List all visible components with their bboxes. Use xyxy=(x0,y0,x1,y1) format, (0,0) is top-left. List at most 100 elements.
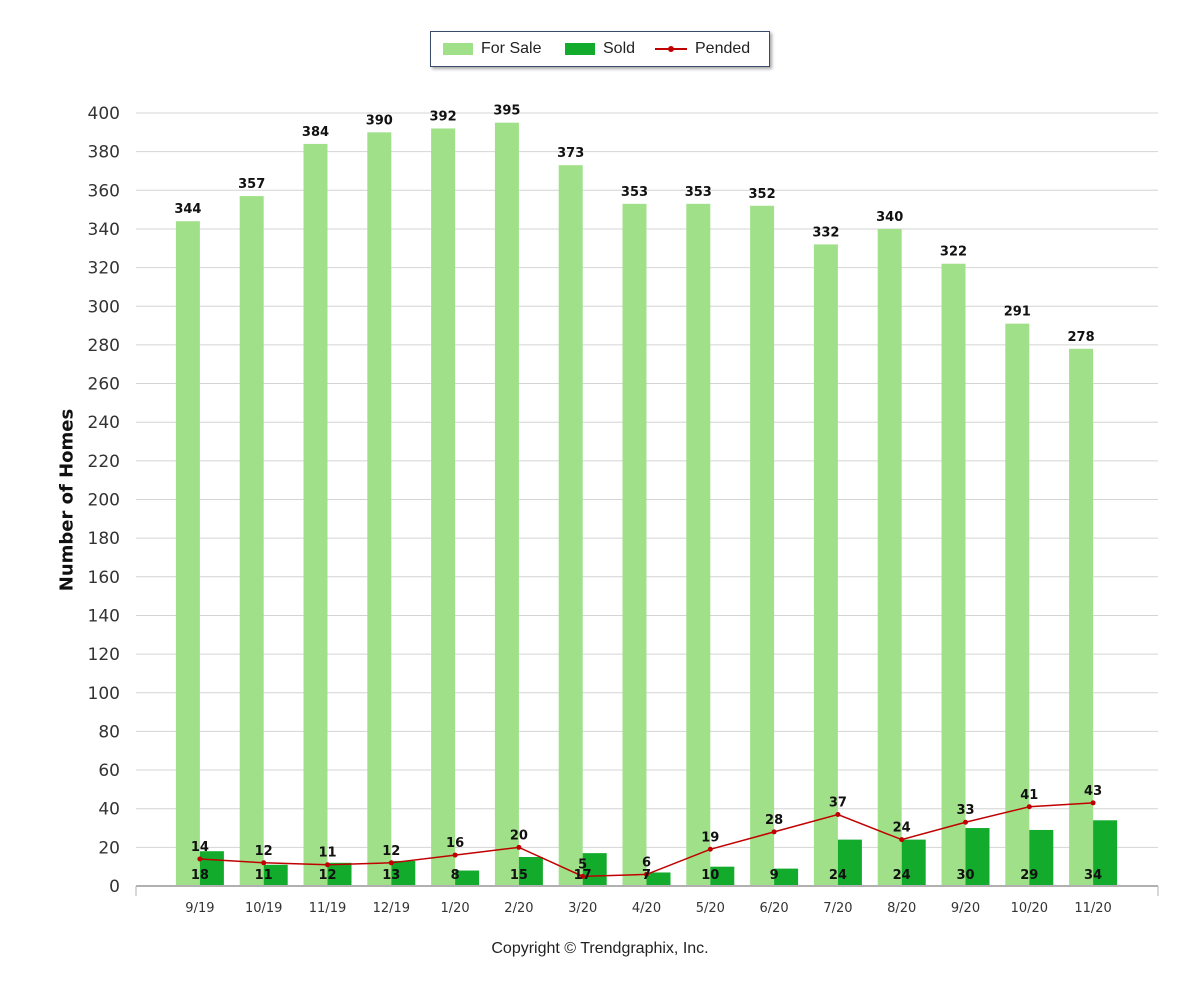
for-sale-bar xyxy=(941,263,966,886)
sold-bar xyxy=(199,851,224,886)
pended-point xyxy=(771,829,777,835)
sold-bar xyxy=(455,870,480,886)
bars-group xyxy=(175,122,1118,887)
x-tick-label: 10/20 xyxy=(1011,901,1048,916)
sold-bar xyxy=(774,868,799,886)
y-tick-label: 240 xyxy=(88,413,120,433)
pended-point xyxy=(707,846,713,852)
sold-bar xyxy=(1029,829,1054,886)
data-label: 353 xyxy=(685,185,712,200)
pended-point xyxy=(899,837,905,843)
sold-bar xyxy=(837,839,862,886)
pended-point xyxy=(325,862,330,868)
legend-label-sold: Sold xyxy=(603,40,636,57)
pended-line-group xyxy=(197,800,1096,879)
y-tick-label: 200 xyxy=(88,491,120,511)
x-axis: 9/19 10/19 11/19 12/19 1/20 2/20 3/20 4/20 5/20 6… xyxy=(135,885,1159,916)
data-label: 18 xyxy=(191,868,209,883)
legend-label-pended: Pended xyxy=(695,40,751,57)
y-tick-label: 20 xyxy=(98,838,120,858)
x-tick-label: 10/19 xyxy=(245,901,282,916)
pended-point xyxy=(261,860,267,866)
data-label: 17 xyxy=(574,868,592,883)
y-tick-label: 300 xyxy=(88,297,120,317)
legend-item-pended[interactable]: Pended xyxy=(655,32,750,66)
pended-point xyxy=(580,873,586,879)
data-label: 30 xyxy=(956,868,974,883)
data-label: 34 xyxy=(1084,868,1102,883)
x-tick-label: 2/20 xyxy=(504,901,533,916)
data-label: 10 xyxy=(701,868,719,883)
sold-bar xyxy=(965,828,990,886)
data-label: 353 xyxy=(621,185,648,200)
for-sale-bar xyxy=(750,205,775,886)
sold-swatch xyxy=(565,43,595,55)
for-sale-bar xyxy=(686,203,711,886)
legend-item-for-sale[interactable]: For Sale xyxy=(443,32,541,66)
x-tick-label: 1/20 xyxy=(440,901,469,916)
data-label: 13 xyxy=(382,868,400,883)
gridlines xyxy=(136,112,1158,848)
sold-bar xyxy=(263,864,288,886)
for-sale-bar xyxy=(239,196,264,886)
y-tick-label: 380 xyxy=(88,143,120,163)
legend-item-sold[interactable]: Sold xyxy=(565,32,635,66)
pended-swatch xyxy=(655,43,687,55)
pended-point xyxy=(1090,800,1096,806)
data-label: 11 xyxy=(255,868,273,883)
data-label: 352 xyxy=(749,187,776,202)
sold-bar xyxy=(327,862,352,886)
data-label: 29 xyxy=(1020,868,1038,883)
legend: For Sale Sold Pended xyxy=(430,31,770,67)
data-label: 322 xyxy=(940,245,967,260)
data-label: 28 xyxy=(765,813,783,828)
data-label: 15 xyxy=(510,868,528,883)
x-tick-label: 9/19 xyxy=(185,901,214,916)
sold-bar xyxy=(646,872,671,886)
data-label: 291 xyxy=(1004,305,1031,320)
for-sale-bar xyxy=(431,128,456,886)
legend-label-for-sale: For Sale xyxy=(481,40,542,57)
data-label: 344 xyxy=(174,202,201,217)
copyright-text: Copyright © Trendgraphix, Inc. xyxy=(491,940,709,957)
data-label: 11 xyxy=(318,846,336,861)
y-tick-label: 120 xyxy=(88,645,120,665)
data-label: 390 xyxy=(366,113,393,128)
y-tick-label: 260 xyxy=(88,375,120,395)
pended-point xyxy=(963,819,968,825)
x-tick-label: 11/19 xyxy=(309,901,346,916)
sold-bar xyxy=(518,857,543,886)
data-label: 9 xyxy=(770,868,779,883)
x-tick-label: 3/20 xyxy=(568,901,597,916)
data-label: 12 xyxy=(382,844,400,859)
data-label: 14 xyxy=(191,840,209,855)
data-label: 20 xyxy=(510,828,528,843)
data-label: 6 xyxy=(642,855,651,870)
pended-point xyxy=(388,860,394,866)
sold-bar xyxy=(582,853,607,886)
data-label: 24 xyxy=(893,868,911,883)
for-sale-bar xyxy=(494,122,519,887)
pended-point xyxy=(197,856,203,862)
y-tick-label: 140 xyxy=(88,606,120,626)
data-label: 43 xyxy=(1084,784,1102,799)
for-sale-bar xyxy=(558,165,583,887)
y-tick-label: 280 xyxy=(88,336,120,356)
pended-point xyxy=(452,852,458,858)
data-label: 392 xyxy=(430,109,457,124)
y-tick-label: 60 xyxy=(98,761,120,781)
x-tick-label: 6/20 xyxy=(759,901,788,916)
y-tick-label: 360 xyxy=(88,181,120,201)
data-label: 373 xyxy=(557,146,584,161)
sold-bar xyxy=(1093,820,1118,886)
data-label: 41 xyxy=(1020,788,1038,803)
y-tick-label: 400 xyxy=(88,104,120,124)
pended-point xyxy=(644,871,649,877)
x-tick-label: 12/19 xyxy=(373,901,410,916)
for-sale-bar xyxy=(367,132,392,886)
for-sale-swatch xyxy=(443,43,473,55)
data-label: 395 xyxy=(493,104,520,119)
data-label: 24 xyxy=(893,821,911,836)
y-tick-label: 340 xyxy=(88,220,120,240)
